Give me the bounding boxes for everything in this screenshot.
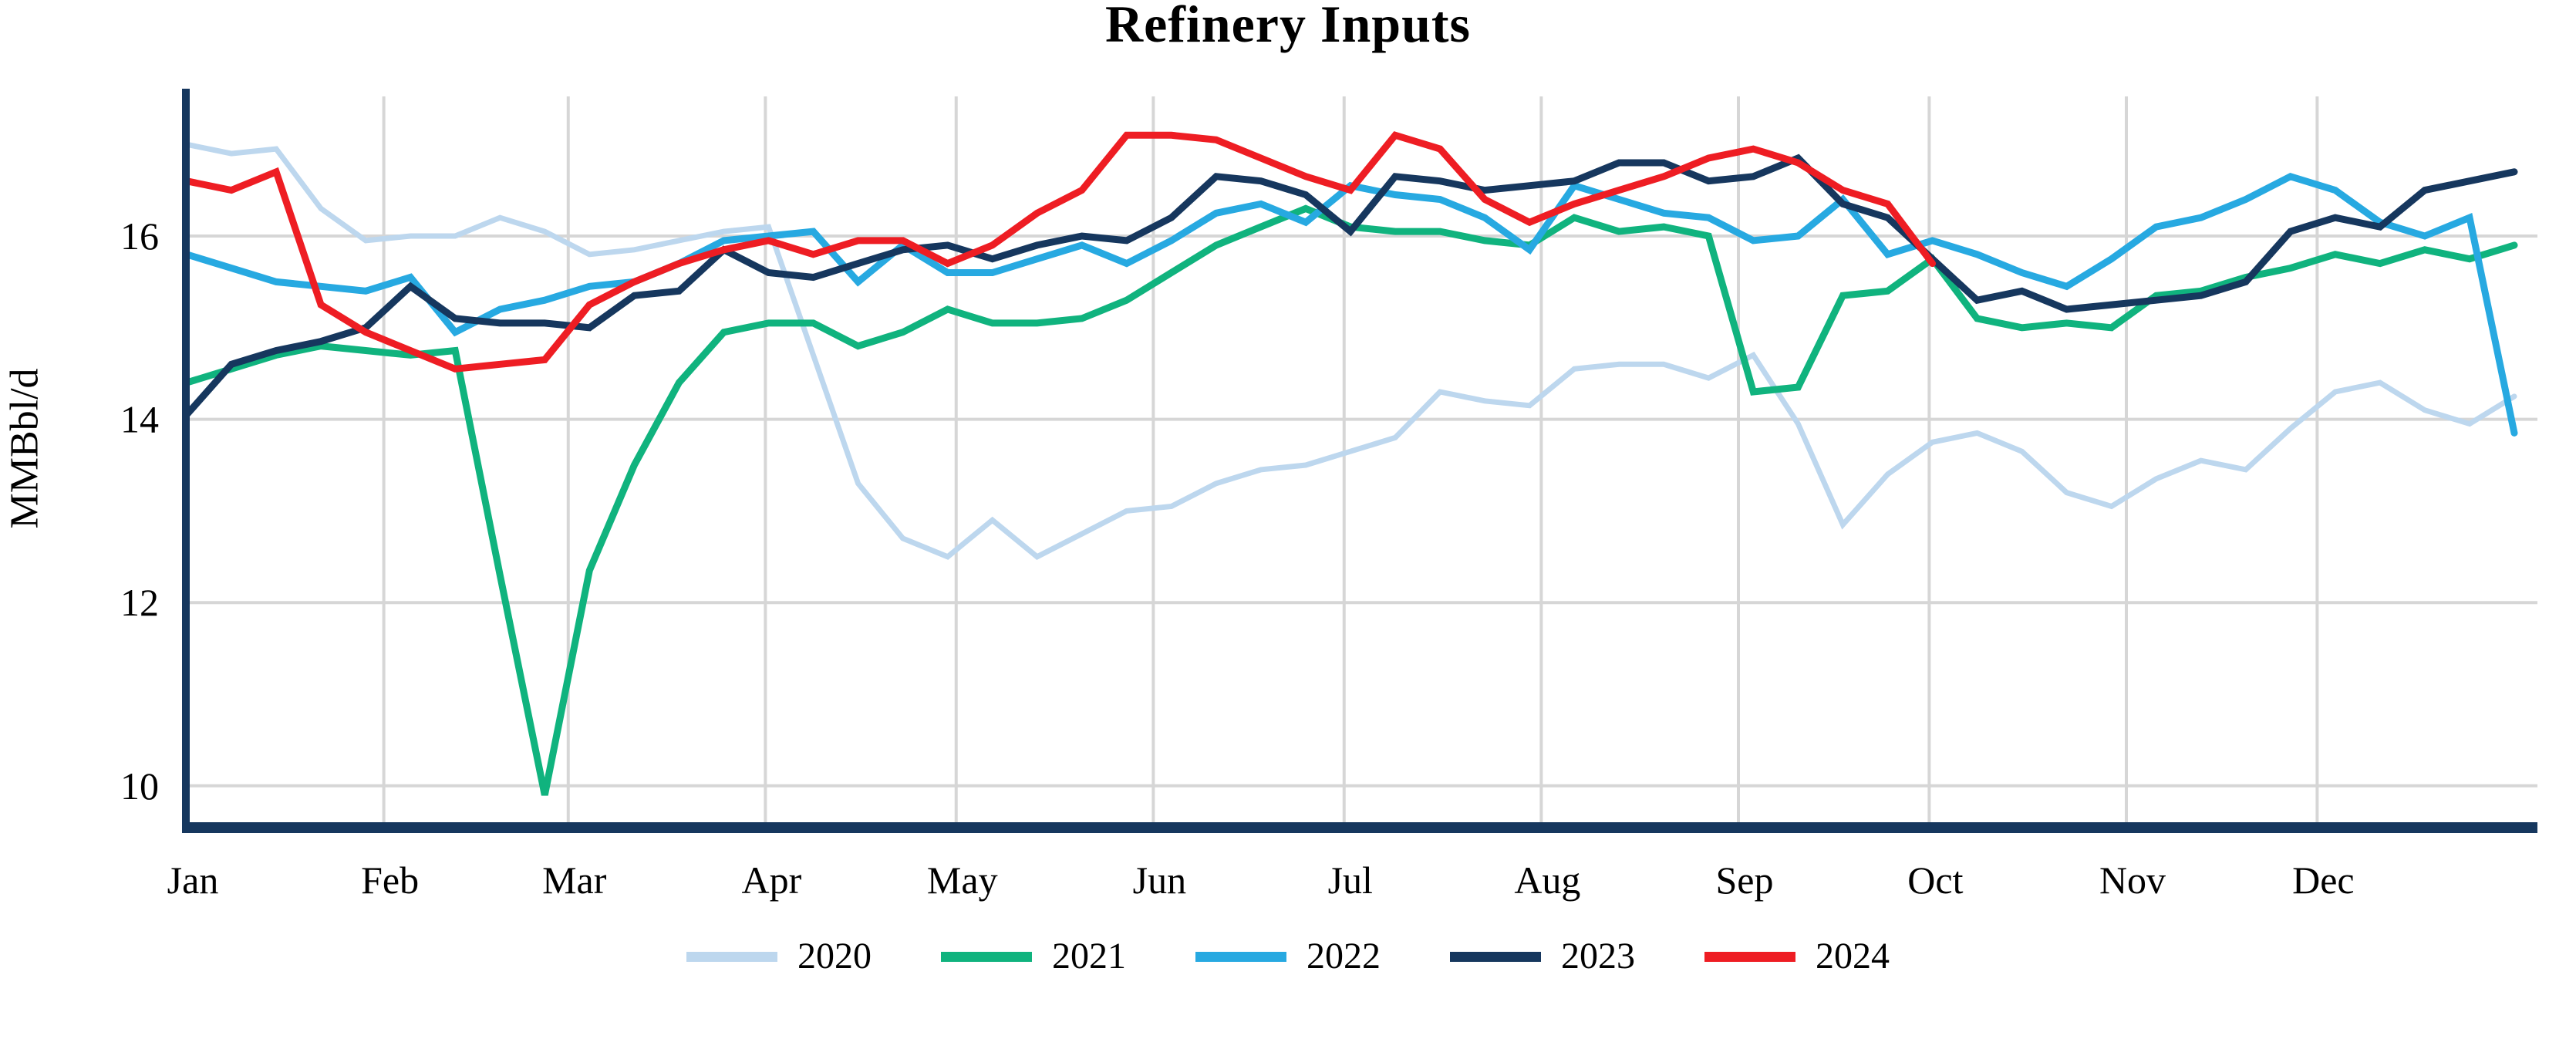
x-axis-spine	[182, 822, 2537, 833]
legend-label-2023: 2023	[1561, 936, 1635, 976]
x-tick-label-Sep: Sep	[1716, 858, 1774, 902]
legend-swatch-2022	[1195, 951, 1286, 962]
x-tick-label-Feb: Feb	[361, 858, 419, 902]
legend-item-2023: 2023	[1450, 938, 1635, 975]
x-tick-label-Apr: Apr	[741, 858, 801, 902]
legend-swatch-2024	[1704, 951, 1795, 962]
x-tick-label-Jan: Jan	[167, 858, 219, 902]
series-line-2022	[183, 172, 2518, 437]
legend-swatch-2023	[1450, 951, 1541, 962]
series-line-2023	[183, 153, 2518, 419]
x-tick-label-Oct: Oct	[1907, 858, 1963, 902]
series-line-2020	[184, 141, 2517, 560]
chart-title: Refinery Inputs	[1104, 0, 1472, 53]
x-tick-label-Mar: Mar	[542, 858, 607, 902]
legend-swatch-2020	[686, 951, 777, 962]
y-tick-label-16: 16	[120, 214, 159, 258]
y-axis-spine	[182, 89, 190, 833]
x-tick-label-Aug: Aug	[1514, 858, 1580, 902]
x-tick-label-May: May	[927, 858, 998, 902]
series-line-2024	[183, 131, 1936, 373]
legend-label-2021: 2021	[1052, 936, 1126, 976]
chart-legend: 2020 2021 2022 2023 2024	[0, 938, 2576, 975]
legend-item-2022: 2022	[1195, 938, 1381, 975]
x-tick-label-Dec: Dec	[2292, 858, 2355, 902]
legend-swatch-2021	[941, 951, 1032, 962]
legend-label-2024: 2024	[1816, 936, 1890, 976]
y-tick-label-14: 14	[120, 398, 159, 441]
y-tick-label-10: 10	[120, 764, 159, 808]
x-tick-label-Jul: Jul	[1328, 858, 1373, 902]
x-tick-label-Jun: Jun	[1133, 858, 1186, 902]
legend-item-2024: 2024	[1704, 938, 1890, 975]
legend-item-2021: 2021	[941, 938, 1126, 975]
y-tick-label-12: 12	[120, 581, 159, 624]
x-tick-label-Nov: Nov	[2099, 858, 2166, 902]
legend-label-2022: 2022	[1307, 936, 1381, 976]
legend-label-2020: 2020	[797, 936, 872, 976]
legend-item-2020: 2020	[686, 938, 872, 975]
